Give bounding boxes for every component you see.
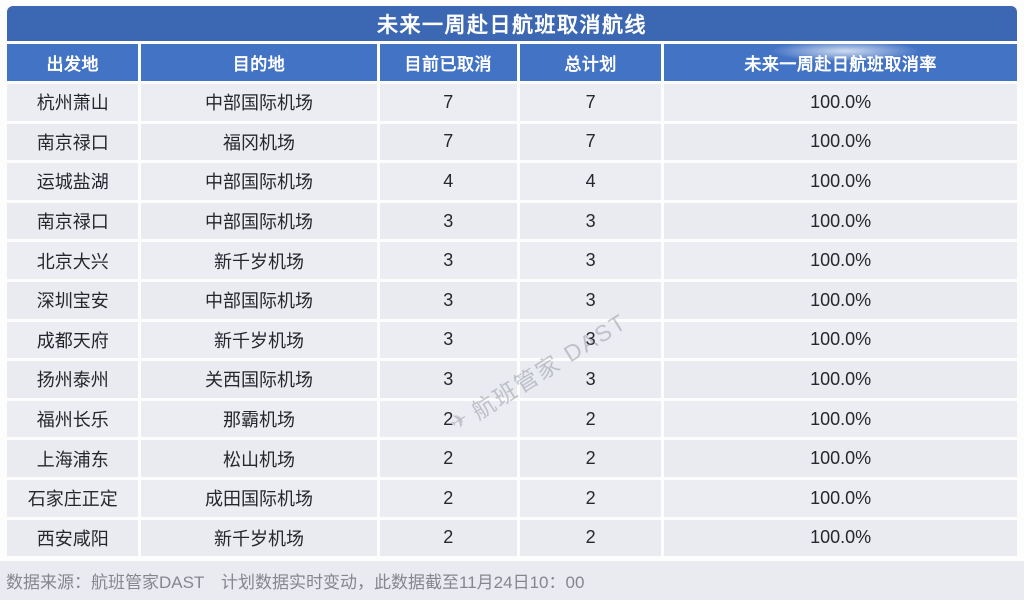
table-cell-cancelled: 2 xyxy=(379,479,517,517)
table-cell-to: 福冈机场 xyxy=(141,123,377,161)
table-cell-rate: 100.0% xyxy=(664,202,1017,240)
table-cell-rate: 100.0% xyxy=(664,242,1017,279)
table-cell-planned: 4 xyxy=(519,163,662,200)
table-cell-rate: 100.0% xyxy=(664,479,1017,517)
table-cell-cancelled: 2 xyxy=(379,440,517,477)
table-cell-cancelled: 7 xyxy=(379,84,517,121)
column-header-to: 目的地 xyxy=(141,44,377,81)
table-cell-cancelled: 3 xyxy=(379,202,517,240)
table-cell-planned: 3 xyxy=(519,242,662,279)
data-table: 出发地 目的地 目前已取消 总计划 未来一周赴日航班取消率 杭州萧山 中部国际机场 7 7 100… xyxy=(7,44,1017,557)
table-cell-planned: 7 xyxy=(519,123,662,161)
table-title-bar: 未来一周赴日航班取消航线 xyxy=(7,6,1017,41)
table-cell-to: 那霸机场 xyxy=(141,400,377,438)
table-cell-rate: 100.0% xyxy=(664,519,1017,557)
table-cell-from: 上海浦东 xyxy=(7,440,139,477)
table-cell-from: 福州长乐 xyxy=(7,400,139,438)
table-cell-planned: 2 xyxy=(519,400,662,438)
table-cell-planned: 3 xyxy=(519,361,662,398)
table-cell-to: 松山机场 xyxy=(141,440,377,477)
table-cell-rate: 100.0% xyxy=(664,163,1017,200)
table-cell-from: 运城盐湖 xyxy=(7,163,139,200)
table-cell-cancelled: 3 xyxy=(379,242,517,279)
table-cell-to: 中部国际机场 xyxy=(141,84,377,121)
table-cell-cancelled: 3 xyxy=(379,321,517,359)
table-cell-from: 西安咸阳 xyxy=(7,519,139,557)
table-cell-to: 中部国际机场 xyxy=(141,163,377,200)
table-cell-planned: 2 xyxy=(519,440,662,477)
column-header-from: 出发地 xyxy=(7,44,139,81)
table-cell-to: 关西国际机场 xyxy=(141,361,377,398)
table-cell-rate: 100.0% xyxy=(664,321,1017,359)
column-header-rate: 未来一周赴日航班取消率 xyxy=(664,44,1017,81)
table-cell-cancelled: 3 xyxy=(379,281,517,319)
table-cell-to: 中部国际机场 xyxy=(141,281,377,319)
table-cell-rate: 100.0% xyxy=(664,123,1017,161)
table-cell-rate: 100.0% xyxy=(664,440,1017,477)
column-header-cancelled: 目前已取消 xyxy=(379,44,517,81)
table-cell-to: 新千岁机场 xyxy=(141,321,377,359)
table-cell-planned: 2 xyxy=(519,519,662,557)
flight-cancellation-card: 未来一周赴日航班取消航线 出发地 目的地 目前已取消 总计划 未来一周赴日航班取消率杭州… xyxy=(7,6,1017,557)
data-source-note: 数据来源：航班管家DAST 计划数据实时变动，此数据截至11月24日10：00 xyxy=(6,573,585,592)
table-cell-from: 杭州萧山 xyxy=(7,84,139,121)
table-cell-cancelled: 2 xyxy=(379,400,517,438)
footer-bar: 数据来源：航班管家DAST 计划数据实时变动，此数据截至11月24日10：00 xyxy=(0,561,1024,600)
table-cell-cancelled: 7 xyxy=(379,123,517,161)
table-cell-from: 石家庄正定 xyxy=(7,479,139,517)
table-cell-planned: 7 xyxy=(519,84,662,121)
table-cell-to: 新千岁机场 xyxy=(141,242,377,279)
table-cell-from: 南京禄口 xyxy=(7,123,139,161)
table-cell-from: 北京大兴 xyxy=(7,242,139,279)
table-cell-planned: 3 xyxy=(519,281,662,319)
table-cell-rate: 100.0% xyxy=(664,84,1017,121)
table-cell-rate: 100.0% xyxy=(664,281,1017,319)
column-header-planned: 总计划 xyxy=(519,44,662,81)
table-cell-rate: 100.0% xyxy=(664,361,1017,398)
table-cell-from: 南京禄口 xyxy=(7,202,139,240)
table-cell-planned: 2 xyxy=(519,479,662,517)
table-cell-from: 扬州泰州 xyxy=(7,361,139,398)
page-title: 未来一周赴日航班取消航线 xyxy=(377,13,647,37)
table-cell-planned: 3 xyxy=(519,202,662,240)
table-cell-rate: 100.0% xyxy=(664,400,1017,438)
table-cell-cancelled: 3 xyxy=(379,361,517,398)
table-cell-from: 成都天府 xyxy=(7,321,139,359)
table-cell-to: 成田国际机场 xyxy=(141,479,377,517)
table-cell-from: 深圳宝安 xyxy=(7,281,139,319)
table-cell-planned: 3 xyxy=(519,321,662,359)
table-cell-cancelled: 2 xyxy=(379,519,517,557)
table-cell-cancelled: 4 xyxy=(379,163,517,200)
table-cell-to: 新千岁机场 xyxy=(141,519,377,557)
table-cell-to: 中部国际机场 xyxy=(141,202,377,240)
